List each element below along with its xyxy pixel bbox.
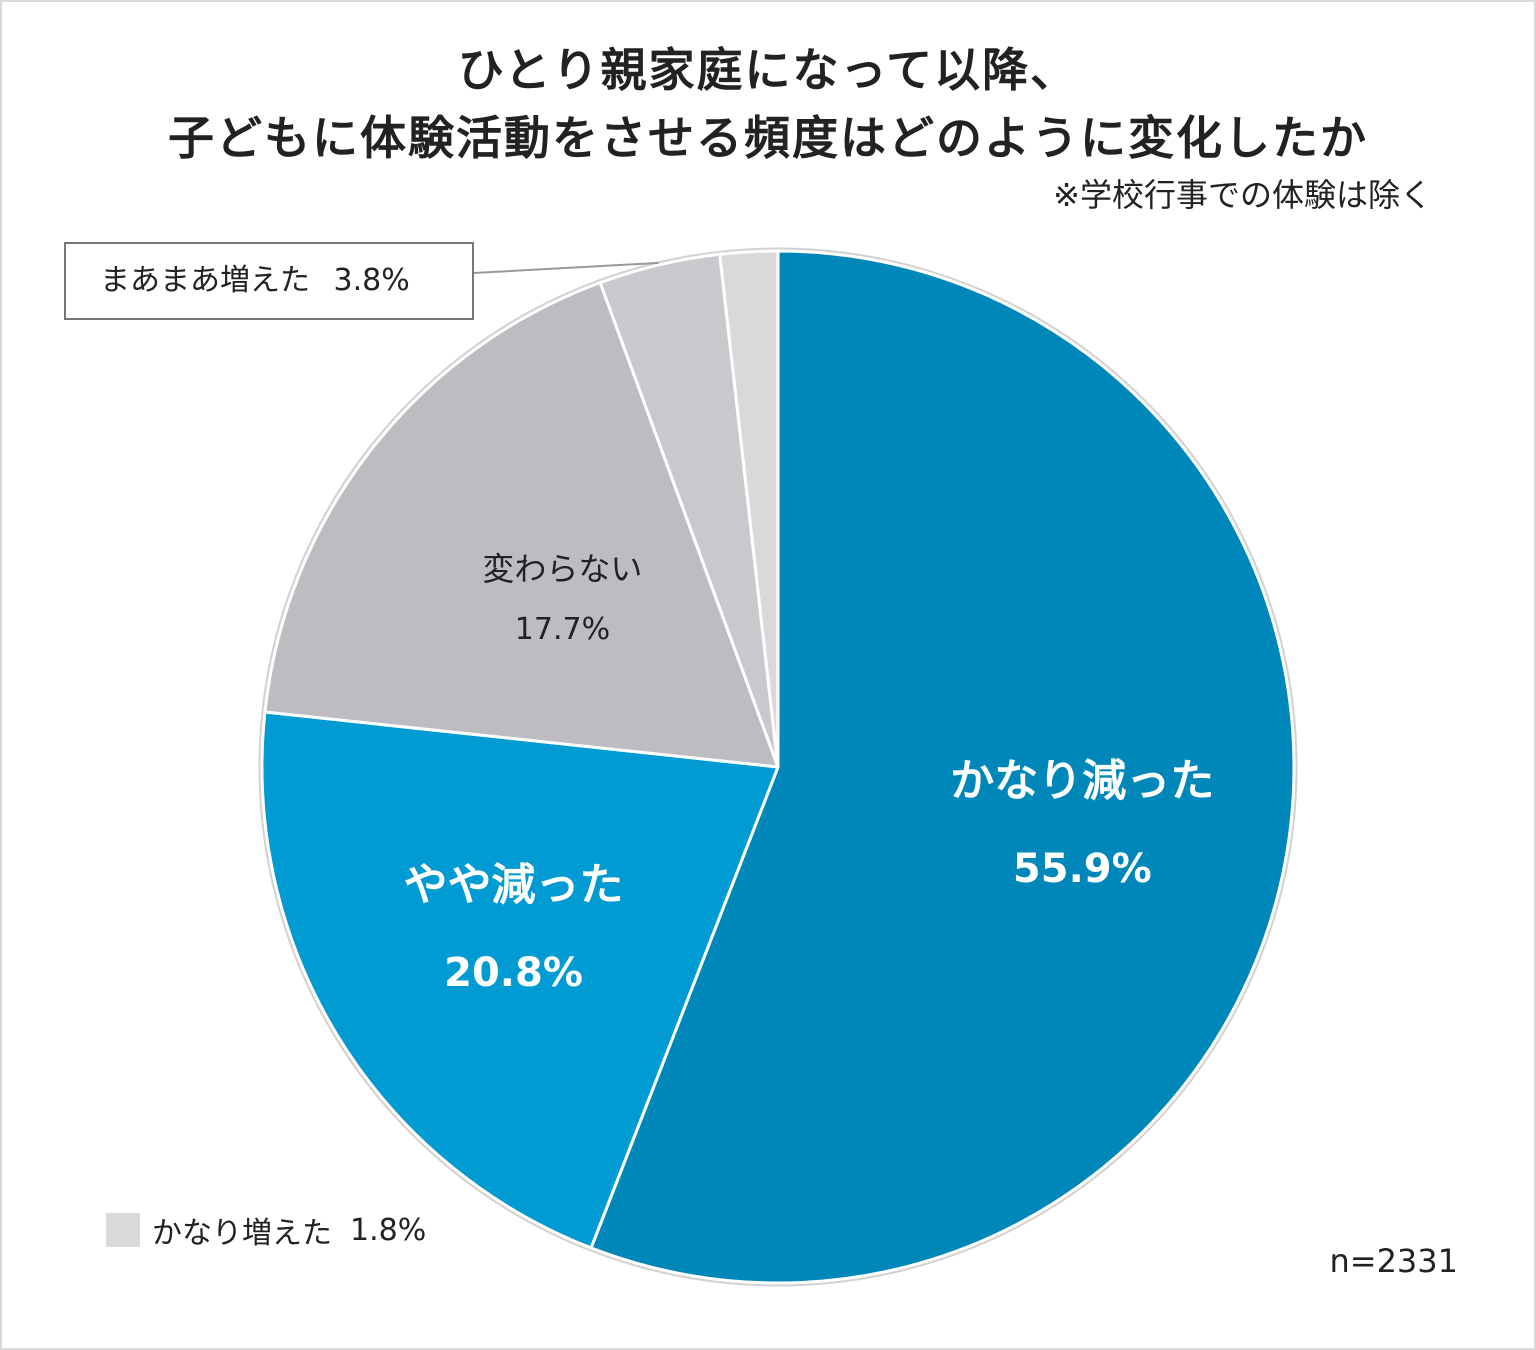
pie-rim xyxy=(258,247,1298,1287)
callout-slice-value: 3.8% xyxy=(333,263,410,298)
pie-slice xyxy=(589,249,1296,1285)
pie-slice xyxy=(718,249,780,769)
legend-label: かなり増えた xyxy=(152,1216,332,1251)
chart-note: ※学校行事での体験は除く xyxy=(1053,176,1432,214)
slice-value-label: 55.9% xyxy=(1013,846,1152,892)
callout-slice-label: まあまあ増えた xyxy=(100,263,310,298)
slice-label: やや減った xyxy=(404,859,624,910)
slice-label: 変わらない xyxy=(482,550,642,588)
pie-slice xyxy=(260,710,780,1250)
chart-title-line-1: ひとり親家庭になって以降、 xyxy=(457,43,1079,97)
legend-item: かなり増えた 1.8% xyxy=(106,1208,426,1252)
pie-slice xyxy=(263,281,780,769)
callout-leader-line xyxy=(473,261,659,274)
slice-value-label: 20.8% xyxy=(444,950,583,996)
chart-title-line-2: 子どもに体験活動をさせる頻度はどのように変化したか xyxy=(168,111,1368,165)
callout-label-box: まあまあ増えた 3.8% xyxy=(64,242,474,320)
legend-value: 1.8% xyxy=(350,1212,427,1248)
sample-size: n=2331 xyxy=(1329,1242,1458,1280)
legend-swatch xyxy=(106,1213,140,1247)
slice-label: かなり減った xyxy=(950,755,1214,806)
slice-value-label: 17.7% xyxy=(515,612,610,647)
